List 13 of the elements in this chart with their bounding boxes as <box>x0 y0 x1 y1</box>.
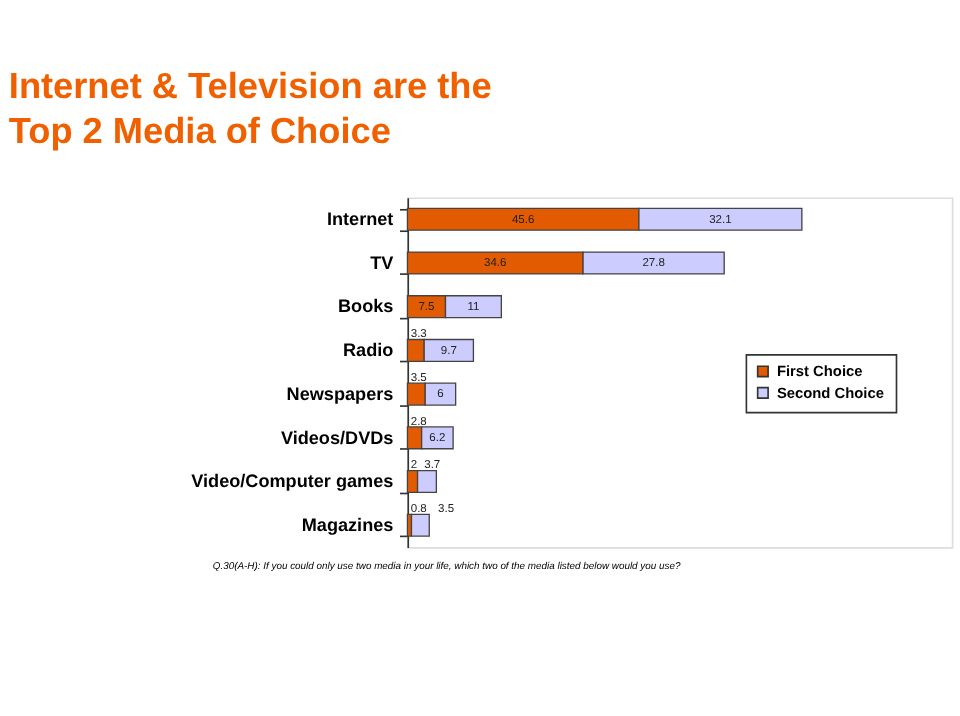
y-tick-label: Internet <box>326 209 394 230</box>
y-tick-label: Radio <box>343 340 395 361</box>
y-tick-label: TV <box>370 252 394 273</box>
legend-label: Second Choice <box>776 383 884 402</box>
bar <box>410 513 430 537</box>
y-tick-label: Magazines <box>301 515 394 536</box>
y-tick-label: Video/Computer games <box>191 471 394 492</box>
legend-label: First Choice <box>776 362 863 381</box>
y-tick-label: Videos/DVDs <box>280 427 394 448</box>
y-tick-label: Books <box>338 296 394 317</box>
y-tick-label: Newspapers <box>286 383 394 404</box>
text: Internet & Television are the <box>8 66 492 107</box>
text: Top 2 Media of Choice <box>8 110 391 151</box>
